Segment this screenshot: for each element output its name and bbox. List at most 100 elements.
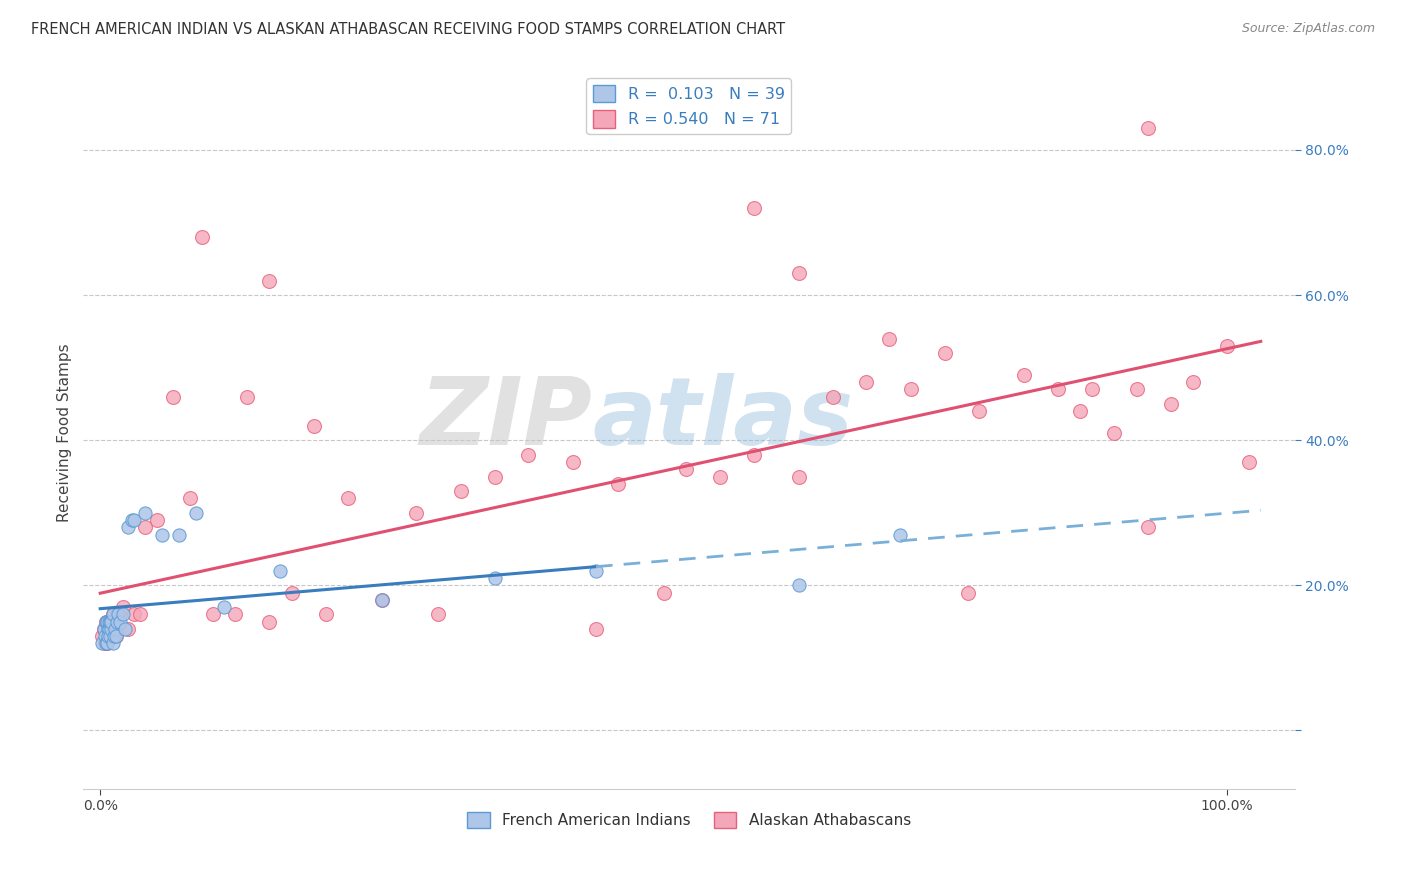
Point	[1046, 383, 1069, 397]
Point	[821, 390, 844, 404]
Point	[98, 622, 121, 636]
Point	[304, 418, 326, 433]
Point	[100, 615, 122, 629]
Text: atlas: atlas	[592, 373, 853, 465]
Point	[450, 483, 472, 498]
Point	[110, 607, 132, 622]
Point	[1137, 520, 1160, 534]
Point	[97, 622, 120, 636]
Point	[97, 622, 120, 636]
Point	[96, 615, 118, 629]
Text: Source: ZipAtlas.com: Source: ZipAtlas.com	[1241, 22, 1375, 36]
Point	[98, 629, 121, 643]
Y-axis label: Receiving Food Stamps: Receiving Food Stamps	[58, 343, 72, 523]
Point	[98, 629, 121, 643]
Point	[104, 622, 127, 636]
Point	[709, 469, 731, 483]
Legend: French American Indians, Alaskan Athabascans: French American Indians, Alaskan Athabas…	[461, 806, 917, 834]
Point	[562, 455, 585, 469]
Point	[122, 513, 145, 527]
Point	[162, 390, 184, 404]
Text: ZIP: ZIP	[419, 373, 592, 465]
Point	[98, 615, 121, 629]
Point	[128, 607, 150, 622]
Point	[1216, 339, 1239, 353]
Point	[934, 346, 956, 360]
Point	[93, 622, 115, 636]
Point	[121, 513, 143, 527]
Point	[94, 636, 117, 650]
Point	[101, 607, 124, 622]
Point	[167, 527, 190, 541]
Point	[607, 476, 630, 491]
Point	[235, 390, 257, 404]
Point	[98, 615, 121, 629]
Point	[1160, 397, 1182, 411]
Point	[1137, 121, 1160, 136]
Point	[122, 607, 145, 622]
Point	[371, 593, 394, 607]
Point	[110, 615, 132, 629]
Point	[100, 622, 122, 636]
Point	[484, 469, 506, 483]
Point	[190, 230, 212, 244]
Point	[96, 636, 118, 650]
Point	[104, 622, 127, 636]
Point	[97, 629, 120, 643]
Point	[134, 520, 156, 534]
Point	[93, 636, 115, 650]
Point	[93, 629, 115, 643]
Point	[104, 629, 127, 643]
Point	[371, 593, 394, 607]
Point	[967, 404, 990, 418]
Point	[150, 527, 173, 541]
Point	[889, 527, 911, 541]
Point	[101, 607, 124, 622]
Point	[104, 629, 127, 643]
Point	[100, 615, 122, 629]
Point	[787, 266, 810, 280]
Point	[900, 383, 922, 397]
Point	[107, 607, 129, 622]
Point	[117, 520, 139, 534]
Point	[405, 506, 427, 520]
Point	[91, 636, 114, 650]
Point	[184, 506, 207, 520]
Point	[212, 600, 235, 615]
Point	[103, 615, 125, 629]
Point	[145, 513, 167, 527]
Point	[105, 615, 128, 629]
Point	[877, 332, 900, 346]
Point	[1126, 383, 1149, 397]
Point	[742, 201, 765, 215]
Point	[111, 607, 134, 622]
Point	[98, 615, 121, 629]
Point	[107, 622, 129, 636]
Point	[111, 600, 134, 615]
Point	[1069, 404, 1091, 418]
Point	[517, 448, 540, 462]
Point	[787, 578, 810, 592]
Point	[257, 274, 280, 288]
Point	[956, 585, 979, 599]
Point	[93, 622, 115, 636]
Point	[101, 636, 124, 650]
Point	[269, 564, 291, 578]
Point	[855, 375, 877, 389]
Point	[787, 469, 810, 483]
Point	[1102, 425, 1125, 440]
Point	[427, 607, 450, 622]
Point	[1080, 383, 1102, 397]
Point	[585, 622, 607, 636]
Point	[98, 615, 121, 629]
Point	[280, 585, 302, 599]
Point	[1239, 455, 1261, 469]
Point	[134, 506, 156, 520]
Point	[94, 636, 117, 650]
Point	[100, 622, 122, 636]
Point	[315, 607, 337, 622]
Point	[652, 585, 675, 599]
Point	[94, 615, 117, 629]
Point	[97, 629, 120, 643]
Point	[91, 629, 114, 643]
